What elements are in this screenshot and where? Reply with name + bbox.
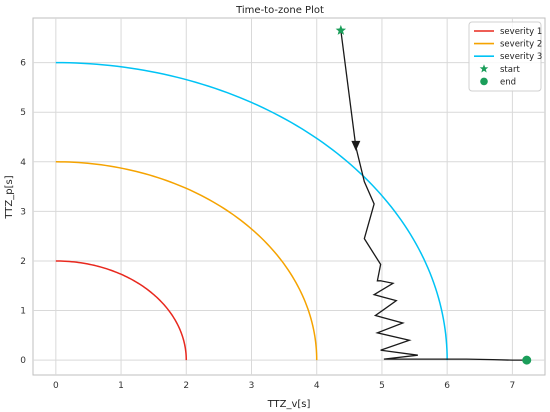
- y-tick-label: 5: [20, 108, 26, 118]
- severity-3-arc: [55, 61, 448, 361]
- legend-label: severity 1: [500, 27, 542, 37]
- severity-arcs: [55, 61, 448, 361]
- legend-box: [468, 21, 542, 92]
- trajectory-line: [340, 30, 527, 361]
- y-tick-label: 0: [20, 356, 26, 366]
- legend-star-icon: [479, 64, 489, 73]
- trajectory-path: [340, 30, 527, 361]
- y-tick-label: 3: [20, 207, 26, 217]
- legend-label: start: [500, 65, 520, 75]
- legend-label: severity 3: [500, 52, 542, 62]
- severity-1-arc: [55, 260, 188, 361]
- x-tick-label: 1: [118, 381, 124, 391]
- y-tick-label: 6: [20, 59, 26, 69]
- x-tick-label: 7: [510, 381, 516, 391]
- end-marker-circle-icon: [522, 355, 532, 365]
- severity-2-arc: [55, 161, 318, 361]
- legend-circle-icon: [480, 77, 488, 86]
- x-tick-label: 3: [249, 381, 255, 391]
- y-axis-label: TTZ_p[s]: [4, 175, 15, 219]
- x-axis-label: TTZ_v[s]: [267, 399, 311, 410]
- x-tick-label: 6: [444, 381, 450, 391]
- trajectory-markers: [335, 24, 532, 365]
- legend: severity 1 severity 2 severity 3 start end: [468, 21, 542, 92]
- x-tick-label: 4: [314, 381, 320, 391]
- tick-labels: 0 1 2 3 4 5 6 7 0 1 2 3 4 5 6: [20, 59, 515, 391]
- legend-label: severity 2: [500, 40, 542, 50]
- direction-arrow-icon: [351, 140, 361, 151]
- y-tick-label: 1: [20, 307, 26, 317]
- plot-frame: [32, 17, 546, 376]
- start-marker-star-icon: [335, 24, 347, 35]
- chart-title: Time-to-zone Plot: [235, 5, 324, 16]
- y-tick-label: 2: [20, 257, 26, 267]
- legend-label: end: [500, 77, 516, 87]
- x-tick-label: 5: [379, 381, 385, 391]
- y-tick-label: 4: [20, 158, 26, 168]
- x-tick-label: 2: [183, 381, 189, 391]
- x-tick-label: 0: [53, 381, 59, 391]
